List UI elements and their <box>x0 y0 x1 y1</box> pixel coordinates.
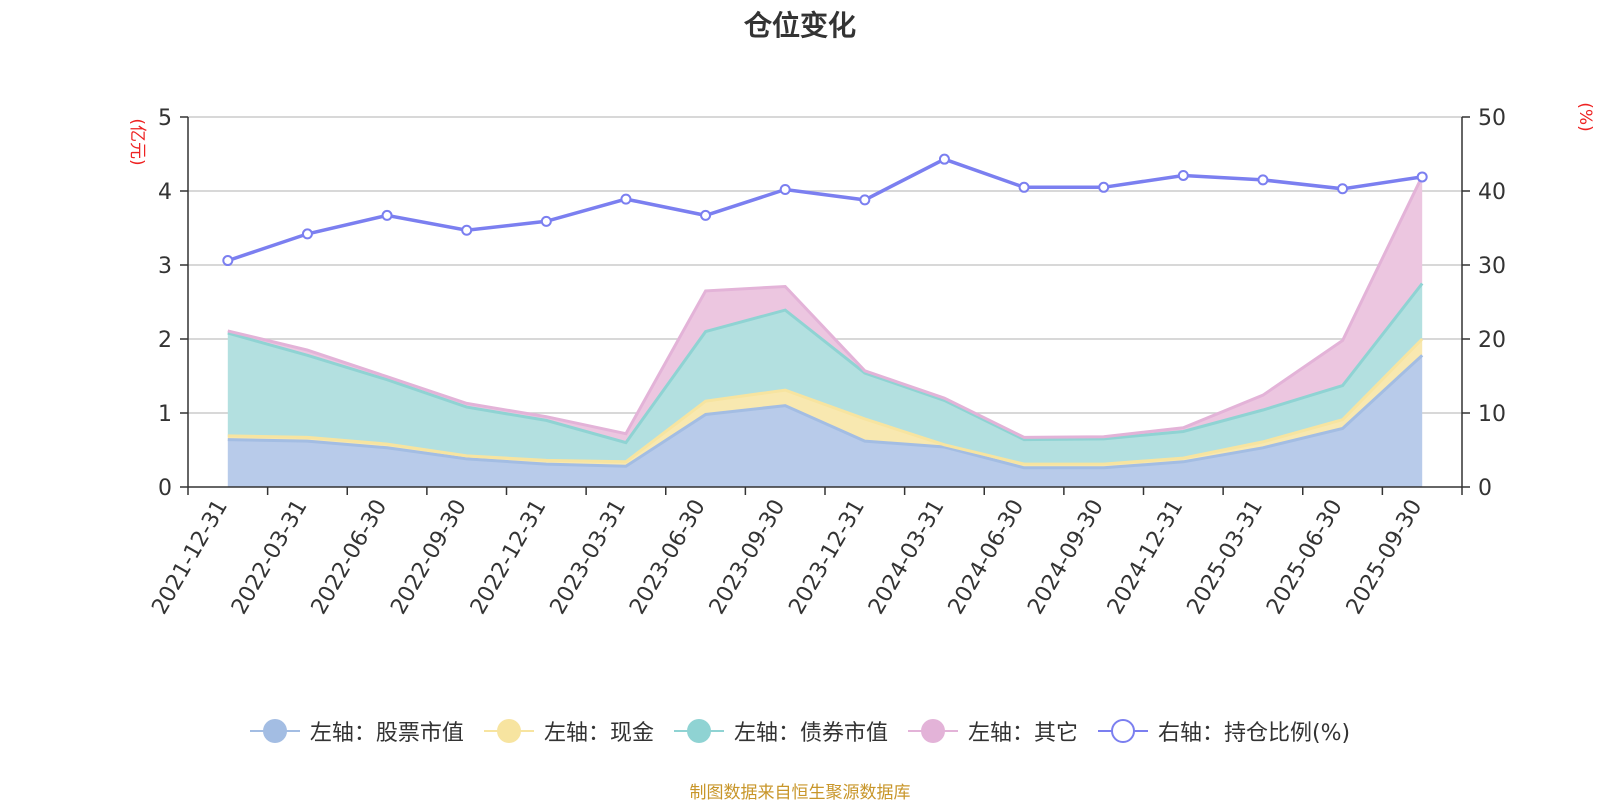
right-axis-unit: (%) <box>1575 102 1595 131</box>
ratio-point <box>1177 169 1189 181</box>
x-tick-label: 2024-12-31 <box>1103 496 1189 619</box>
legend-swatch-dot <box>1110 719 1135 743</box>
left-tick-label: 0 <box>158 476 172 501</box>
x-tick-label: 2025-09-30 <box>1342 496 1428 619</box>
left-tick-label: 4 <box>158 180 172 205</box>
ratio-point <box>620 193 632 205</box>
legend-item[interactable]: 左轴：股票市值 <box>249 715 464 747</box>
right-tick-label: 0 <box>1478 476 1492 501</box>
x-tick-label: 2025-06-30 <box>1262 496 1348 619</box>
legend-swatch <box>483 718 534 744</box>
right-tick-label: 10 <box>1478 402 1506 427</box>
legend-item[interactable]: 左轴：现金 <box>483 715 654 747</box>
right-tick-label: 40 <box>1478 180 1506 205</box>
x-tick-label: 2022-12-31 <box>466 496 552 619</box>
legend-swatch-dot <box>686 719 711 743</box>
ratio-point <box>779 184 791 196</box>
ratio-point <box>1098 181 1110 193</box>
ratio-point <box>381 209 393 221</box>
legend-swatch <box>673 718 724 744</box>
ratio-point <box>1416 171 1428 183</box>
legend-item[interactable]: 左轴：债券市值 <box>673 715 888 747</box>
legend-label: 右轴：持仓比例(%) <box>1157 721 1351 746</box>
x-tick-label: 2024-09-30 <box>1023 496 1109 619</box>
area-outline-左轴：债券市值 <box>227 282 1424 445</box>
legend-label: 左轴：债券市值 <box>733 721 888 746</box>
x-tick-label: 2023-09-30 <box>705 496 791 619</box>
left-tick-label: 3 <box>158 254 172 279</box>
legend-swatch <box>1097 718 1148 744</box>
ratio-point <box>700 209 712 221</box>
legend-label: 左轴：股票市值 <box>309 721 464 746</box>
area-左轴：债券市值 <box>227 283 1423 465</box>
ratio-point <box>938 153 950 165</box>
x-tick-label: 2022-03-31 <box>227 496 313 619</box>
ratio-point <box>222 255 234 267</box>
x-tick-label: 2023-12-31 <box>784 496 870 619</box>
ratio-point <box>540 215 552 227</box>
ratio-point <box>461 224 473 236</box>
left-tick-label: 5 <box>158 106 172 131</box>
x-tick-label: 2024-06-30 <box>944 496 1030 619</box>
right-tick-label: 30 <box>1478 254 1506 279</box>
legend-swatch-dot <box>262 719 287 743</box>
legend-item[interactable]: 右轴：持仓比例(%) <box>1097 715 1351 747</box>
area-outline-左轴：股票市值 <box>227 354 1424 470</box>
data-source-note: 制图数据来自恒生聚源数据库 <box>689 783 911 803</box>
legend-swatch <box>249 718 300 744</box>
ratio-point <box>1257 174 1269 186</box>
legend-label: 左轴：其它 <box>967 721 1078 746</box>
right-tick-label: 50 <box>1478 106 1506 131</box>
area-outline-左轴：其它 <box>227 175 1424 439</box>
legend-swatch-dot <box>496 719 521 743</box>
ratio-line-series <box>222 153 1428 267</box>
ratio-point <box>301 228 313 240</box>
x-tick-label: 2022-06-30 <box>307 496 393 619</box>
left-tick-label: 1 <box>158 402 172 427</box>
position-change-chart: 012345010203040502021-12-312022-03-31202… <box>127 102 1595 619</box>
area-左轴：股票市值 <box>227 355 1423 487</box>
legend-swatch-dot <box>920 719 945 743</box>
legend-item[interactable]: 左轴：其它 <box>907 715 1078 747</box>
right-tick-label: 20 <box>1478 328 1506 353</box>
left-tick-label: 2 <box>158 328 172 353</box>
ratio-point <box>1337 183 1349 195</box>
area-outline-左轴：现金 <box>227 337 1424 466</box>
stacked-areas <box>227 175 1424 487</box>
legend: 左轴：股票市值 左轴：现金 左轴：债券市值 左轴：其它 右轴：持仓比例(%) <box>0 715 1600 747</box>
x-tick-label: 2023-06-30 <box>625 496 711 619</box>
legend-swatch <box>907 718 958 744</box>
ratio-point <box>1018 181 1030 193</box>
legend-label: 左轴：现金 <box>543 721 654 746</box>
x-tick-label: 2025-03-31 <box>1183 496 1269 619</box>
chart-title: 仓位变化 <box>743 9 856 42</box>
ratio-line <box>227 157 1423 263</box>
left-axis-unit: (亿元) <box>127 118 147 165</box>
x-tick-label: 2023-03-31 <box>546 496 632 619</box>
x-tick-label: 2021-12-31 <box>147 496 233 619</box>
ratio-point <box>859 194 871 206</box>
x-tick-label: 2022-09-30 <box>386 496 472 619</box>
x-tick-label: 2024-03-31 <box>864 496 950 619</box>
